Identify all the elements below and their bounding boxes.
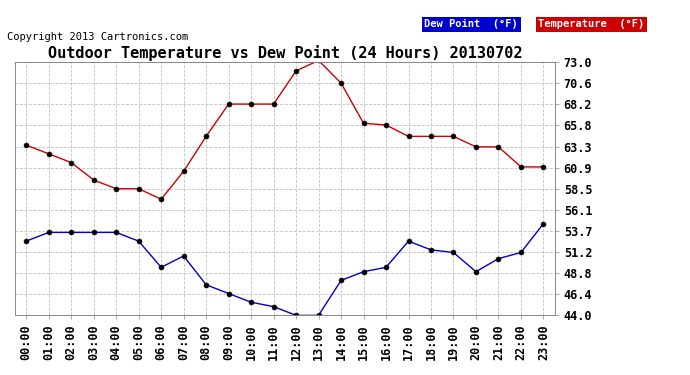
Text: Temperature  (°F): Temperature (°F) bbox=[538, 20, 644, 29]
Text: Copyright 2013 Cartronics.com: Copyright 2013 Cartronics.com bbox=[7, 32, 188, 42]
Text: Dew Point  (°F): Dew Point (°F) bbox=[424, 20, 518, 29]
Title: Outdoor Temperature vs Dew Point (24 Hours) 20130702: Outdoor Temperature vs Dew Point (24 Hou… bbox=[48, 45, 522, 61]
